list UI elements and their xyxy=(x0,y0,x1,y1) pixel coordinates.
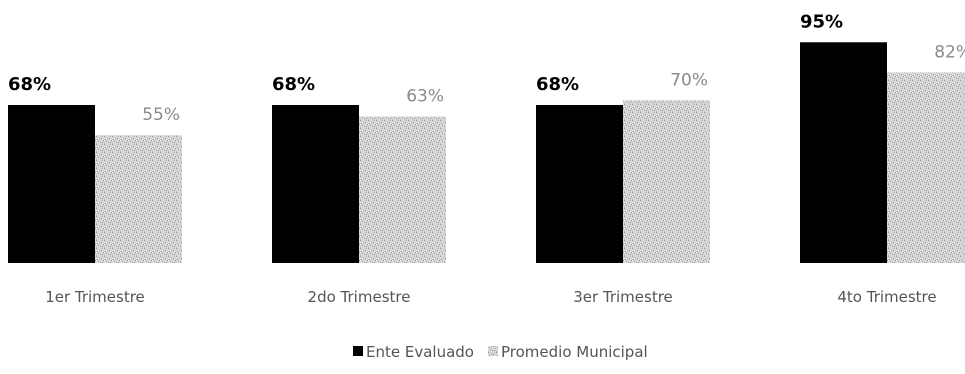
value-label-promedio-municipal: 82% xyxy=(934,42,965,62)
value-label-ente-evaluado: 68% xyxy=(272,74,315,95)
category-label: 1er Trimestre xyxy=(45,288,145,306)
bar-promedio-municipal xyxy=(887,72,965,264)
value-label-promedio-municipal: 70% xyxy=(670,70,708,90)
value-label-ente-evaluado: 68% xyxy=(536,74,579,95)
bars-layer xyxy=(8,42,965,264)
legend-swatch-ente-evaluado xyxy=(353,346,363,356)
bar-ente-evaluado xyxy=(800,42,887,263)
legend-swatch-promedio-municipal xyxy=(488,346,498,356)
value-label-promedio-municipal: 63% xyxy=(406,87,444,107)
bar-ente-evaluado xyxy=(272,105,359,263)
value-label-ente-evaluado: 68% xyxy=(8,74,51,95)
legend-label-ente-evaluado: Ente Evaluado xyxy=(366,343,474,361)
category-label: 3er Trimestre xyxy=(573,288,673,306)
bar-promedio-municipal xyxy=(359,116,446,263)
category-label: 4to Trimestre xyxy=(837,288,936,306)
value-label-promedio-municipal: 55% xyxy=(142,105,180,125)
legend-label-promedio-municipal: Promedio Municipal xyxy=(501,343,648,361)
category-label: 2do Trimestre xyxy=(308,288,411,306)
legend: Ente Evaluado Promedio Municipal xyxy=(353,343,648,361)
bar-promedio-municipal xyxy=(623,100,710,264)
labels-layer: 68% 55% 1er Trimestre 68% 63% 2do Trimestre 68… xyxy=(8,11,965,306)
value-label-ente-evaluado: 95% xyxy=(800,11,843,32)
bar-ente-evaluado xyxy=(536,105,623,263)
bar-ente-evaluado xyxy=(8,105,95,263)
bar-promedio-municipal xyxy=(95,135,182,263)
